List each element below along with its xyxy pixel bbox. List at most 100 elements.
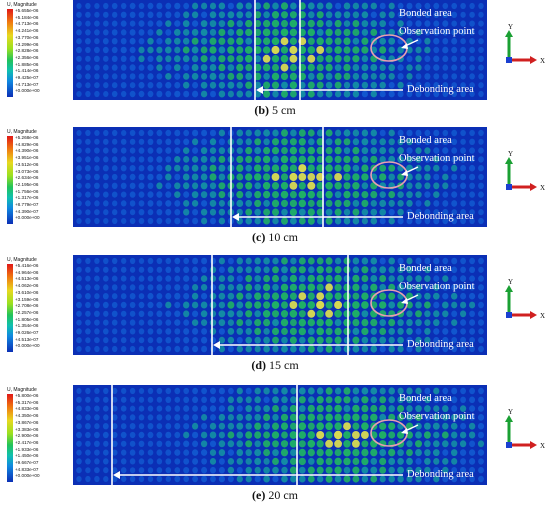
wave-spot [343,318,351,327]
wave-spot [334,336,342,344]
wave-spot [478,284,484,291]
wave-spot [121,414,127,421]
field-svg [73,127,487,227]
wave-spot [85,156,91,163]
wave-spot [370,327,377,335]
wave-spot [469,475,475,483]
legend-label: +1.317e-06 [15,195,39,201]
wave-spot [415,475,422,483]
wave-spot [183,336,190,344]
panel-b: U, Magnitude +5.655e-06 +5.184e-06 +4.71… [0,0,550,120]
wave-spot [218,292,226,300]
wave-spot [174,266,181,273]
wave-spot [433,64,440,71]
wave-spot [460,129,466,137]
wave-spot [165,129,172,137]
wave-spot [442,396,449,404]
wave-spot [174,182,181,190]
wave-spot [121,346,127,352]
wave-spot [263,475,270,483]
wave-spot [147,345,154,353]
wave-spot [218,155,226,163]
wave-spot [76,258,82,264]
wave-spot [254,457,262,465]
wave-spot [352,164,360,172]
wave-spot [460,217,466,225]
wave-spot [281,345,288,353]
wave-spot [156,345,163,353]
wave-spot [379,466,387,474]
wave-spot [192,147,199,154]
wave-spot [192,396,199,404]
wave-spot [289,274,297,283]
wave-spot [478,345,484,353]
wave-spot [397,129,404,137]
wave-spot [459,440,467,448]
wave-spot [433,328,440,335]
wave-spot [316,129,324,137]
wave-spot [156,20,163,27]
wave-spot [460,82,466,89]
wave-spot [174,319,181,326]
wave-spot [451,387,458,395]
wave-spot [165,257,172,265]
wave-spot [262,310,271,318]
wave-spot [290,345,297,353]
wave-spot [209,327,217,335]
wave-spot [76,91,82,97]
wave-spot [218,475,225,483]
wave-spot [343,457,351,466]
wave-spot [352,64,360,72]
wave-spot [370,318,378,327]
wave-spot [325,72,333,80]
wave-spot [433,200,440,207]
wave-spot [281,327,288,335]
wave-spot [103,218,109,224]
wave-spot [298,422,307,431]
wave-spot [460,90,466,98]
wave-spot [343,336,351,344]
wave-spot [85,90,91,98]
wave-spot [129,405,136,412]
wave-spot [388,138,395,146]
wave-spot [272,257,279,265]
wave-spot [263,283,271,292]
wave-spot [192,182,199,190]
wave-spot [129,458,136,465]
wave-spot [263,318,271,327]
wave-spot [254,413,261,421]
wave-spot [200,182,208,190]
wave-spot [245,466,252,474]
wave-spot [361,440,369,448]
wave-spot [209,301,217,309]
wave-spot [397,29,404,36]
wave-spot [460,387,466,395]
wave-spot [352,274,360,283]
wave-spot [298,310,306,318]
wave-spot [442,440,449,448]
wave-spot [433,283,440,291]
wave-spot [352,138,360,146]
wave-spot [263,292,271,300]
wave-spot [227,46,235,54]
wave-spot [334,475,342,483]
wave-spot [388,2,395,10]
wave-spot [112,475,118,483]
wave-spot [451,82,458,89]
axis-x-label: X [540,184,545,192]
wave-spot [415,387,422,395]
wave-spot [478,73,484,80]
wave-spot [325,336,333,344]
wave-spot [147,301,154,309]
wave-spot [272,129,279,137]
wave-spot [469,396,476,404]
wave-spot [85,301,91,309]
wave-spot [129,266,136,273]
wave-spot [227,284,235,291]
legend-label: +0.000e+00 [15,343,40,349]
wave-spot [289,466,297,474]
wave-spot [415,173,422,181]
wave-spot [468,431,476,439]
wave-spot [352,396,360,404]
wave-spot [129,387,136,395]
